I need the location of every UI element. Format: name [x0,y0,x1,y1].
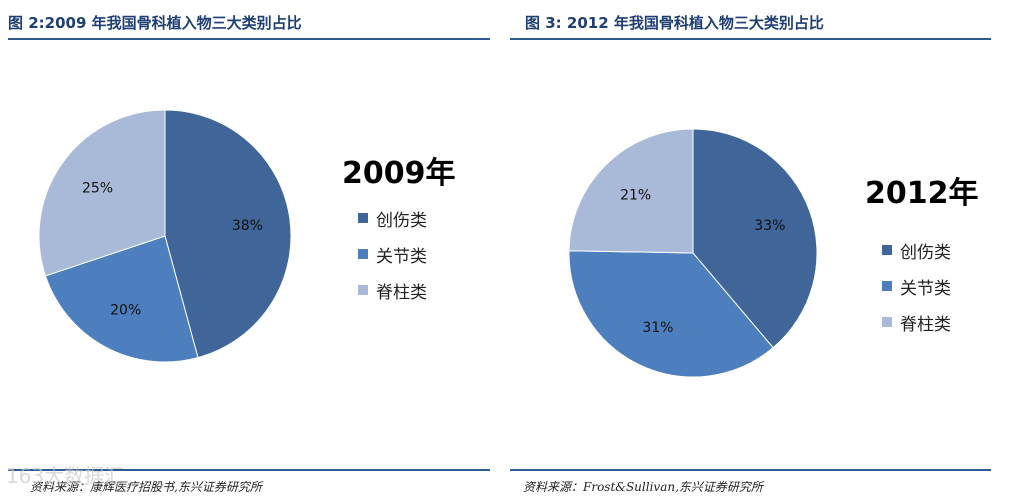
slice-spine [38,109,166,277]
legend-item-joint: 关节类 [882,268,951,304]
legend-swatch [882,281,892,291]
source-rule [8,469,490,471]
title-rule [8,38,490,40]
legend: 创伤类 关节类 脊柱类 [358,200,427,308]
source-note: 资料来源：康辉医疗招股书,东兴证券研究所 [30,480,262,494]
legend-swatch [882,245,892,255]
legend-item-joint: 关节类 [358,236,427,272]
legend-item-spine: 脊柱类 [882,304,951,340]
slice-label: 33% [754,218,785,234]
slice-label: 38% [232,218,263,234]
pie-chart-2009: 38% 20% 25% [38,109,292,363]
legend-label: 脊柱类 [376,282,427,303]
slice-joint [568,250,774,378]
legend: 创伤类 关节类 脊柱类 [882,232,951,340]
title-rule [510,38,991,40]
slice-label: 20% [110,302,141,318]
chart-year-title: 2009年 [342,156,456,191]
figure-title: 图 3: 2012 年我国骨科植入物三大类别占比 [525,14,824,32]
legend-item-spine: 脊柱类 [358,272,427,308]
source-rule [510,469,991,471]
chart-year-title: 2012年 [865,176,979,211]
legend-item-trauma: 创伤类 [358,200,427,236]
pie-chart-2012: 33% 31% 21% [568,128,818,378]
slice-joint [44,235,199,363]
legend-label: 关节类 [900,278,951,299]
slice-label: 25% [82,180,113,196]
legend-label: 创伤类 [900,242,951,263]
source-note: 资料来源：Frost&Sullivan,东兴证券研究所 [523,480,763,494]
slice-spine [568,128,694,254]
figure-title: 图 2:2009 年我国骨科植入物三大类别占比 [8,14,302,32]
legend-label: 关节类 [376,246,427,267]
legend-swatch [882,317,892,327]
legend-swatch [358,249,368,259]
slice-label: 31% [642,320,673,336]
watermark-text: 163大数据汇 [6,464,125,488]
slice-trauma [692,128,818,349]
legend-label: 脊柱类 [900,314,951,335]
legend-item-trauma: 创伤类 [882,232,951,268]
slice-trauma [164,109,292,359]
legend-label: 创伤类 [376,210,427,231]
chart-panel-2009: 图 2:2009 年我国骨科植入物三大类别占比 38% 20% 25% 2009年 … [0,0,500,498]
slice-label: 21% [620,188,651,204]
legend-swatch [358,285,368,295]
legend-swatch [358,213,368,223]
chart-panel-2012: 图 3: 2012 年我国骨科植入物三大类别占比 33% 31% 21% 2012年… [510,0,1021,498]
